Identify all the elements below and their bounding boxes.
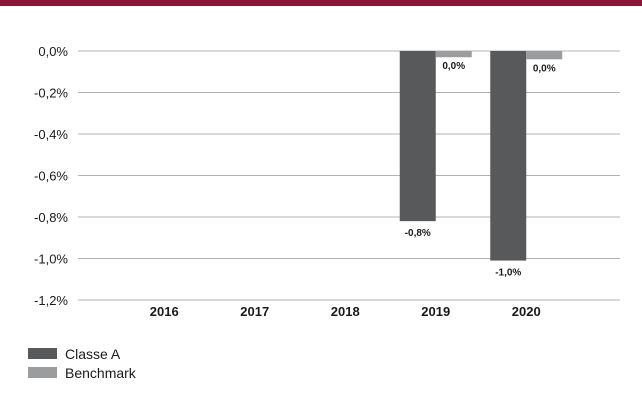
y-tick-label: -1,0% [34, 252, 68, 267]
x-tick-label: 2020 [512, 304, 541, 319]
bar-series-1 [526, 51, 563, 60]
y-tick-label: -0,6% [34, 169, 68, 184]
x-tick-label: 2017 [240, 304, 269, 319]
bar-chart: 0,0% -0,2% -0,4% -0,6% -0,8% -1,0% -1,2% 2016 20… [34, 44, 620, 319]
data-label: -1,0% [495, 268, 521, 279]
y-tick-label: -0,4% [34, 127, 68, 142]
legend-label-series-1: Benchmark [65, 364, 136, 381]
y-tick-label: -1,2% [34, 293, 68, 308]
x-tick-label: 2016 [150, 304, 179, 319]
legend: Classe A Benchmark [28, 344, 136, 382]
y-tick-label: 0,0% [38, 44, 68, 59]
header-accent-bar [0, 0, 642, 6]
legend-swatch-series-1 [28, 367, 57, 378]
y-tick-label: -0,8% [34, 210, 68, 225]
data-label: -0,8% [405, 228, 431, 239]
legend-swatch-series-0 [28, 348, 57, 359]
bar-series-1 [435, 51, 472, 58]
x-tick-label: 2018 [331, 304, 360, 319]
bar-series-0 [490, 51, 527, 261]
x-tick-label: 2019 [421, 304, 450, 319]
data-label: 0,0% [442, 61, 465, 72]
legend-label-series-0: Classe A [65, 345, 121, 362]
y-tick-label: -0,2% [34, 86, 68, 101]
legend-item-series-0: Classe A [28, 344, 136, 363]
legend-item-series-1: Benchmark [28, 363, 136, 382]
data-label: 0,0% [533, 63, 556, 74]
bar-series-0 [399, 51, 436, 222]
